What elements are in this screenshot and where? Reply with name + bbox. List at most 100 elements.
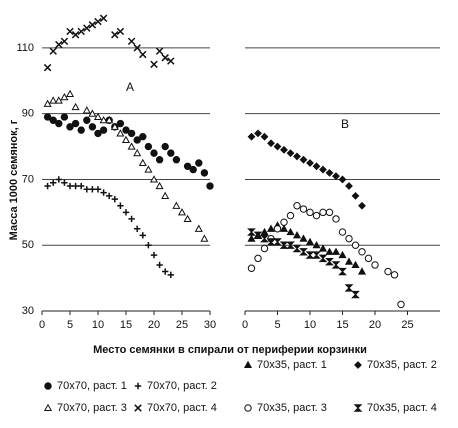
marker (50, 179, 57, 186)
marker (117, 202, 124, 209)
marker (99, 116, 108, 124)
marker (299, 248, 308, 256)
x-tick-label: 0 (242, 319, 248, 331)
marker (358, 201, 366, 210)
x-tick-label: 5 (274, 319, 280, 331)
marker (83, 24, 91, 32)
marker (60, 113, 69, 121)
marker (371, 261, 379, 269)
marker (325, 257, 334, 266)
marker (106, 192, 113, 200)
marker (122, 209, 130, 216)
marker (206, 182, 214, 190)
marker (78, 182, 85, 190)
legend-marker (134, 404, 142, 412)
marker (127, 129, 136, 138)
marker (110, 122, 119, 130)
marker (299, 234, 308, 242)
marker (116, 119, 125, 128)
marker (49, 116, 57, 124)
marker (273, 225, 282, 233)
y-tick-label: 70 (22, 173, 34, 185)
marker (266, 224, 276, 232)
marker (195, 159, 203, 167)
marker (93, 112, 103, 121)
marker (61, 179, 68, 186)
marker (189, 165, 197, 174)
marker (338, 267, 347, 276)
y-tick-label: 90 (22, 108, 34, 120)
legend-marker (243, 360, 253, 369)
marker (60, 92, 69, 101)
marker (133, 148, 142, 157)
marker (260, 234, 269, 243)
marker (155, 156, 164, 164)
marker (177, 208, 187, 216)
marker (286, 227, 295, 236)
marker (60, 37, 69, 46)
x-tick-label: 5 (67, 319, 73, 331)
marker (292, 244, 302, 253)
marker (345, 182, 353, 190)
marker (312, 240, 321, 249)
marker (338, 228, 347, 236)
marker (71, 102, 80, 111)
y-tick-label: 110 (16, 42, 34, 54)
marker (247, 228, 256, 236)
legend-marker (134, 382, 142, 390)
marker (88, 21, 97, 29)
marker (122, 126, 130, 134)
marker (77, 27, 85, 36)
x-tick-label: 20 (369, 319, 381, 331)
x-tick-label: 10 (304, 319, 316, 331)
y-axis-label: Масса 1000 семянок, г (8, 119, 20, 240)
marker (94, 186, 102, 193)
marker (312, 251, 321, 259)
marker (183, 162, 192, 170)
marker (133, 136, 141, 144)
marker (351, 290, 360, 299)
marker (144, 165, 153, 173)
marker (351, 260, 360, 269)
marker (116, 129, 125, 137)
marker (254, 129, 262, 138)
marker (286, 149, 295, 158)
marker (318, 244, 328, 252)
marker (183, 214, 192, 222)
marker (150, 251, 158, 259)
marker (138, 158, 147, 167)
marker (273, 142, 282, 151)
marker (325, 208, 334, 217)
legend-label: 70x35, раст. 3 (257, 402, 327, 414)
marker (351, 241, 360, 249)
x-tick-label: 25 (176, 319, 188, 331)
marker (99, 126, 108, 134)
marker (364, 254, 373, 263)
marker (139, 132, 147, 141)
marker (43, 63, 52, 72)
legend-label: 70x70, раст. 3 (57, 402, 127, 414)
marker (161, 54, 169, 62)
marker (66, 123, 74, 131)
marker (279, 241, 289, 249)
marker (94, 129, 102, 138)
marker (305, 251, 315, 259)
marker (121, 135, 131, 144)
marker (167, 149, 175, 157)
marker (83, 116, 91, 124)
marker (286, 211, 295, 220)
marker (266, 238, 276, 246)
marker (167, 271, 174, 279)
marker (280, 218, 288, 226)
marker (331, 261, 341, 269)
marker (55, 119, 63, 128)
marker (43, 99, 52, 107)
x-axis-label: Место семянки в спирали от периферии кор… (93, 344, 367, 356)
panel-label: A (126, 80, 134, 94)
marker (44, 182, 51, 190)
marker (306, 208, 314, 217)
marker (358, 248, 366, 256)
marker (71, 119, 80, 128)
marker (94, 17, 102, 26)
